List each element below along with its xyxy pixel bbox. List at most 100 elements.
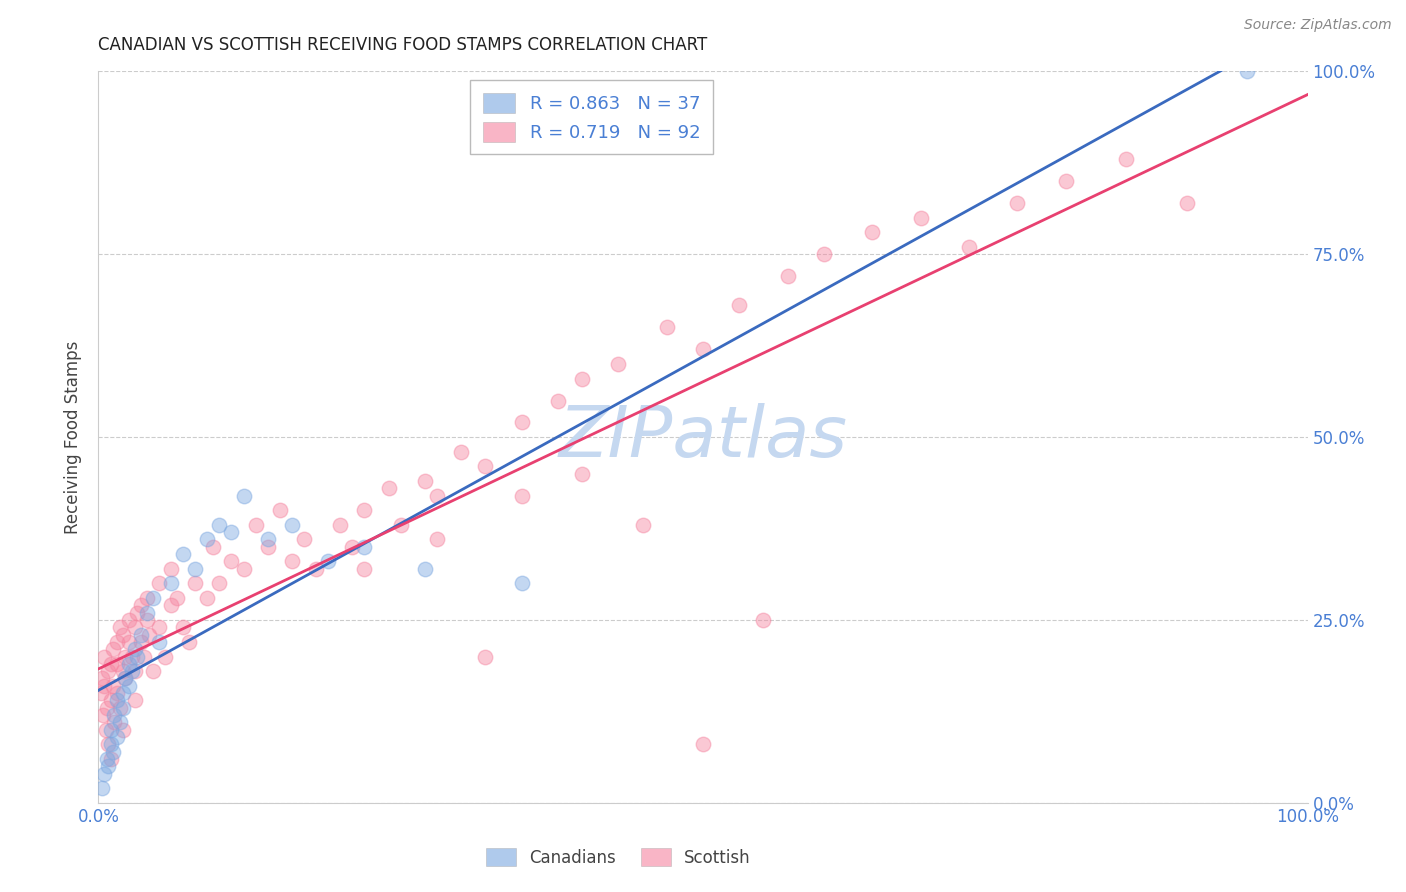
Point <box>160 562 183 576</box>
Point <box>124 664 146 678</box>
Point <box>118 657 141 671</box>
Point <box>93 766 115 780</box>
Point <box>281 554 304 568</box>
Point <box>118 613 141 627</box>
Point <box>571 371 593 385</box>
Point <box>101 679 124 693</box>
Point <box>547 393 569 408</box>
Point <box>93 679 115 693</box>
Point <box>108 620 131 634</box>
Point <box>134 649 156 664</box>
Point <box>142 664 165 678</box>
Point <box>413 562 436 576</box>
Point <box>510 416 533 430</box>
Point <box>97 737 120 751</box>
Point <box>728 298 751 312</box>
Point <box>97 759 120 773</box>
Point <box>245 517 267 532</box>
Point <box>692 343 714 357</box>
Point <box>121 664 143 678</box>
Point <box>389 517 412 532</box>
Point <box>860 225 883 239</box>
Point <box>450 444 472 458</box>
Point <box>316 554 339 568</box>
Y-axis label: Receiving Food Stamps: Receiving Food Stamps <box>65 341 83 533</box>
Point <box>1007 196 1029 211</box>
Point <box>96 752 118 766</box>
Point <box>160 599 183 613</box>
Point <box>135 613 157 627</box>
Point <box>111 700 134 714</box>
Point <box>101 745 124 759</box>
Point <box>103 708 125 723</box>
Point <box>329 517 352 532</box>
Point <box>129 627 152 641</box>
Point <box>413 474 436 488</box>
Point <box>91 672 114 686</box>
Point <box>124 642 146 657</box>
Point <box>195 533 218 547</box>
Point <box>342 540 364 554</box>
Point <box>91 708 114 723</box>
Point <box>184 576 207 591</box>
Point <box>111 723 134 737</box>
Point <box>108 715 131 730</box>
Point <box>426 533 449 547</box>
Point <box>118 679 141 693</box>
Point <box>148 620 170 634</box>
Point <box>127 649 149 664</box>
Point <box>124 620 146 634</box>
Point <box>142 591 165 605</box>
Point <box>114 672 136 686</box>
Point <box>100 723 122 737</box>
Point <box>208 517 231 532</box>
Point <box>510 489 533 503</box>
Point <box>353 540 375 554</box>
Point <box>153 649 176 664</box>
Point <box>353 503 375 517</box>
Point <box>148 576 170 591</box>
Point <box>202 540 225 554</box>
Point <box>631 517 654 532</box>
Point <box>135 591 157 605</box>
Point <box>114 672 136 686</box>
Point <box>292 533 315 547</box>
Point <box>101 642 124 657</box>
Point <box>172 547 194 561</box>
Point <box>752 613 775 627</box>
Point <box>655 320 678 334</box>
Point <box>111 664 134 678</box>
Point <box>221 554 243 568</box>
Point <box>1054 174 1077 188</box>
Point <box>166 591 188 605</box>
Point <box>195 591 218 605</box>
Point <box>232 562 254 576</box>
Point <box>103 715 125 730</box>
Text: Source: ZipAtlas.com: Source: ZipAtlas.com <box>1244 18 1392 32</box>
Point <box>96 700 118 714</box>
Point <box>111 627 134 641</box>
Point <box>692 737 714 751</box>
Text: ZIPatlas: ZIPatlas <box>558 402 848 472</box>
Point <box>108 700 131 714</box>
Point <box>100 657 122 671</box>
Point <box>94 723 117 737</box>
Point <box>100 737 122 751</box>
Point <box>90 686 112 700</box>
Point <box>105 693 128 707</box>
Point <box>148 635 170 649</box>
Point <box>135 606 157 620</box>
Point <box>607 357 630 371</box>
Point <box>93 649 115 664</box>
Point <box>114 649 136 664</box>
Point <box>111 686 134 700</box>
Point <box>571 467 593 481</box>
Point <box>127 606 149 620</box>
Point <box>179 635 201 649</box>
Point <box>160 576 183 591</box>
Point <box>1236 64 1258 78</box>
Text: CANADIAN VS SCOTTISH RECEIVING FOOD STAMPS CORRELATION CHART: CANADIAN VS SCOTTISH RECEIVING FOOD STAM… <box>98 36 707 54</box>
Point <box>100 752 122 766</box>
Point <box>97 664 120 678</box>
Point <box>256 533 278 547</box>
